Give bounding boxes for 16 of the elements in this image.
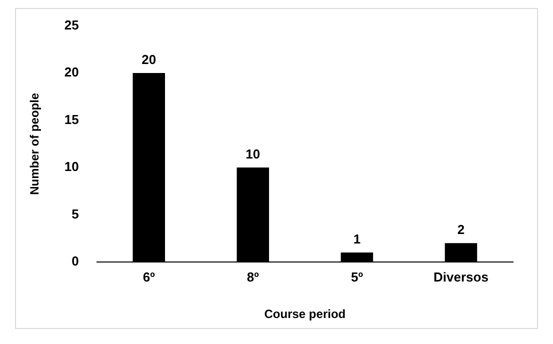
x-tick-label: 8º [246, 269, 260, 284]
data-label: 1 [353, 232, 361, 247]
y-tick-label: 5 [72, 206, 79, 222]
y-axis-title: Number of people [28, 92, 42, 195]
x-axis-title: Course period [264, 307, 346, 322]
data-label: 2 [457, 222, 465, 238]
x-tick-label: 6º [142, 269, 156, 284]
y-tick-label: 20 [64, 64, 79, 80]
x-tick-label: 5º [350, 269, 364, 284]
y-tick-label: 25 [64, 17, 79, 32]
y-tick-label: 15 [64, 112, 79, 127]
y-tick-label: 10 [64, 159, 79, 174]
y-tick-label: 0 [72, 254, 79, 269]
x-tick-label: Diversos [434, 269, 488, 284]
data-label: 10 [246, 146, 260, 162]
data-label: 20 [142, 52, 156, 68]
